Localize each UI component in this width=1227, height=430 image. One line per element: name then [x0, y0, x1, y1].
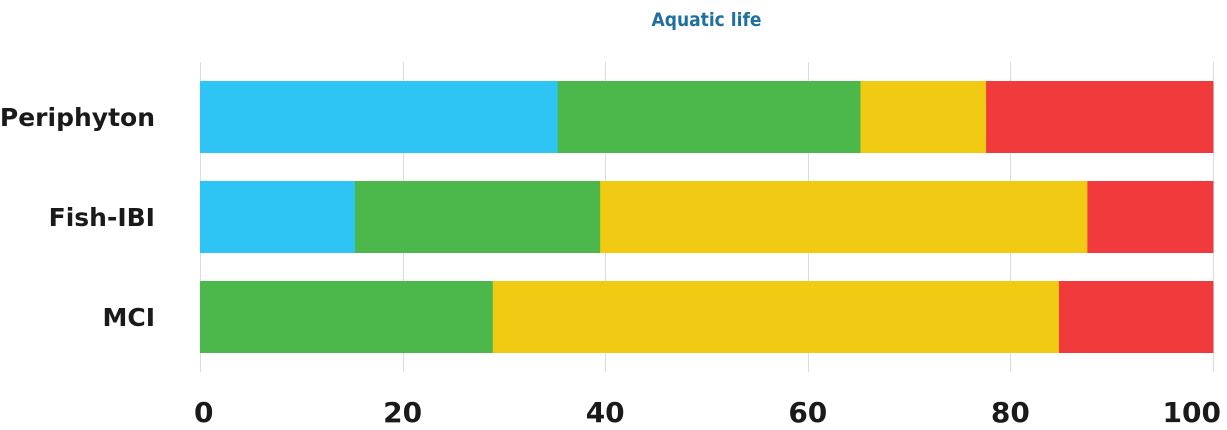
bar-mci-segment-2 [200, 281, 494, 353]
category-labels: Periphyton Fish-IBI MCI [0, 103, 155, 332]
bar-mci-segment-3 [492, 281, 1060, 353]
bar-periphyton-segment-3 [860, 81, 987, 153]
x-tick-label-20: 20 [383, 396, 422, 429]
bar-fish-ibi-segment-4 [1087, 181, 1214, 253]
x-tick-label-0: 0 [194, 396, 213, 429]
bars [200, 81, 1214, 353]
category-label-fish-ibi: Fish-IBI [49, 203, 155, 232]
x-tick-label-60: 60 [788, 396, 827, 429]
bar-periphyton-segment-2 [557, 81, 861, 153]
bar-fish-ibi-segment-1 [200, 181, 356, 253]
category-label-mci: MCI [102, 303, 155, 332]
x-tick-label-40: 40 [586, 396, 625, 429]
category-label-periphyton: Periphyton [0, 103, 155, 132]
x-tick-label-80: 80 [991, 396, 1030, 429]
bar-periphyton-segment-4 [986, 81, 1214, 153]
bar-fish-ibi-segment-3 [600, 181, 1088, 253]
bar-fish-ibi-segment-2 [354, 181, 601, 253]
x-tick-labels: 0 20 40 60 80 100 [194, 396, 1221, 429]
bar-mci-segment-4 [1059, 281, 1214, 353]
bar-periphyton-segment-1 [200, 81, 558, 153]
x-tick-label-100: 100 [1163, 396, 1221, 429]
chart-title: Aquatic life [651, 9, 762, 31]
